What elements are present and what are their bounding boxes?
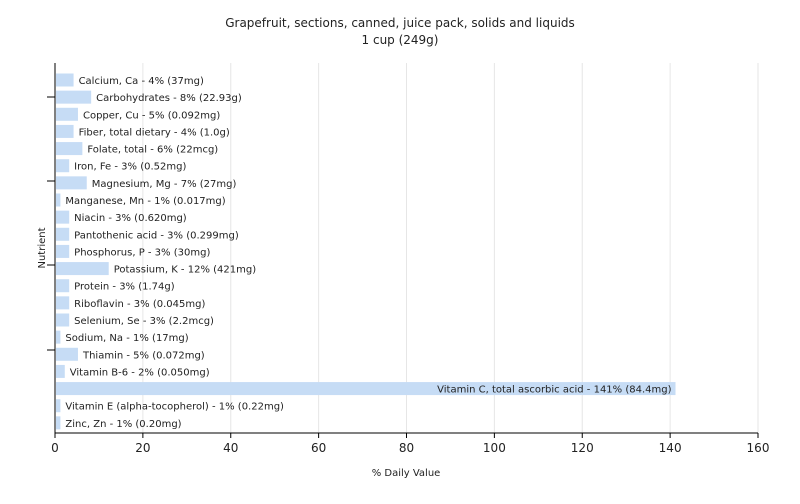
bar bbox=[56, 382, 676, 396]
chart-subtitle: 1 cup (249g) bbox=[362, 33, 439, 47]
bar bbox=[56, 244, 70, 258]
bar-label: Folate, total - 6% (22mcg) bbox=[87, 145, 218, 156]
bar-label: Manganese, Mn - 1% (0.017mg) bbox=[65, 196, 225, 207]
bar-label: Zinc, Zn - 1% (0.20mg) bbox=[65, 419, 181, 430]
bar bbox=[56, 347, 78, 361]
x-tick-labels: 0 20 40 60 80 100 120 140 160 bbox=[51, 441, 769, 455]
bar bbox=[56, 90, 92, 104]
bar bbox=[56, 227, 70, 241]
grid-lines bbox=[142, 63, 759, 433]
chart-title: Grapefruit, sections, canned, juice pack… bbox=[225, 16, 575, 30]
bar-label: Protein - 3% (1.74g) bbox=[74, 282, 175, 293]
bar-label: Niacin - 3% (0.620mg) bbox=[74, 213, 187, 224]
x-tick-label: 120 bbox=[571, 441, 594, 455]
bar-label: Calcium, Ca - 4% (37mg) bbox=[79, 76, 204, 87]
bar bbox=[56, 313, 70, 327]
bar-label: Riboflavin - 3% (0.045mg) bbox=[74, 299, 205, 310]
bar-label: Thiamin - 5% (0.072mg) bbox=[82, 350, 205, 361]
bar-label: Copper, Cu - 5% (0.092mg) bbox=[83, 110, 220, 121]
bar bbox=[56, 416, 61, 430]
x-tick-label: 0 bbox=[51, 441, 59, 455]
bar bbox=[56, 296, 70, 310]
bar-label: Pantothenic acid - 3% (0.299mg) bbox=[74, 230, 239, 241]
bar bbox=[56, 193, 61, 207]
bar-label: Iron, Fe - 3% (0.52mg) bbox=[74, 162, 186, 173]
bar bbox=[56, 262, 109, 276]
x-tick-label: 20 bbox=[135, 441, 150, 455]
x-tick-label: 80 bbox=[399, 441, 414, 455]
bar-label: Phosphorus, P - 3% (30mg) bbox=[74, 247, 210, 258]
bar-label: Vitamin E (alpha-tocopherol) - 1% (0.22m… bbox=[65, 402, 284, 413]
bar-label: Magnesium, Mg - 7% (27mg) bbox=[92, 179, 237, 190]
bar bbox=[56, 330, 61, 344]
x-tick-label: 140 bbox=[659, 441, 682, 455]
bar-labels: Calcium, Ca - 4% (37mg) Carbohydrates - 8… bbox=[65, 76, 671, 430]
bar-label: Selenium, Se - 3% (2.2mcg) bbox=[74, 316, 214, 327]
x-tick-label: 40 bbox=[223, 441, 238, 455]
bar bbox=[56, 210, 70, 224]
bar bbox=[56, 399, 61, 413]
bar-label: Sodium, Na - 1% (17mg) bbox=[65, 333, 188, 344]
bar bbox=[56, 364, 65, 378]
x-tick-label: 160 bbox=[747, 441, 770, 455]
bar-label: Potassium, K - 12% (421mg) bbox=[114, 265, 256, 276]
bar-label: Vitamin C, total ascorbic acid - 141% (8… bbox=[437, 385, 671, 396]
bar bbox=[56, 176, 87, 190]
y-axis-label: Nutrient bbox=[37, 227, 48, 268]
bars bbox=[56, 73, 676, 430]
bar bbox=[56, 279, 70, 293]
bar bbox=[56, 107, 78, 121]
bar bbox=[56, 159, 70, 173]
bar-label: Vitamin B-6 - 2% (0.050mg) bbox=[70, 367, 210, 378]
x-axis-label: % Daily Value bbox=[372, 468, 441, 479]
bar-label: Carbohydrates - 8% (22.93g) bbox=[96, 93, 242, 104]
x-tick-label: 100 bbox=[483, 441, 506, 455]
axes bbox=[47, 63, 759, 438]
bar bbox=[56, 142, 83, 156]
bar bbox=[56, 124, 74, 138]
bar-label: Fiber, total dietary - 4% (1.0g) bbox=[79, 127, 230, 138]
bar bbox=[56, 73, 74, 87]
x-tick-label: 60 bbox=[311, 441, 326, 455]
